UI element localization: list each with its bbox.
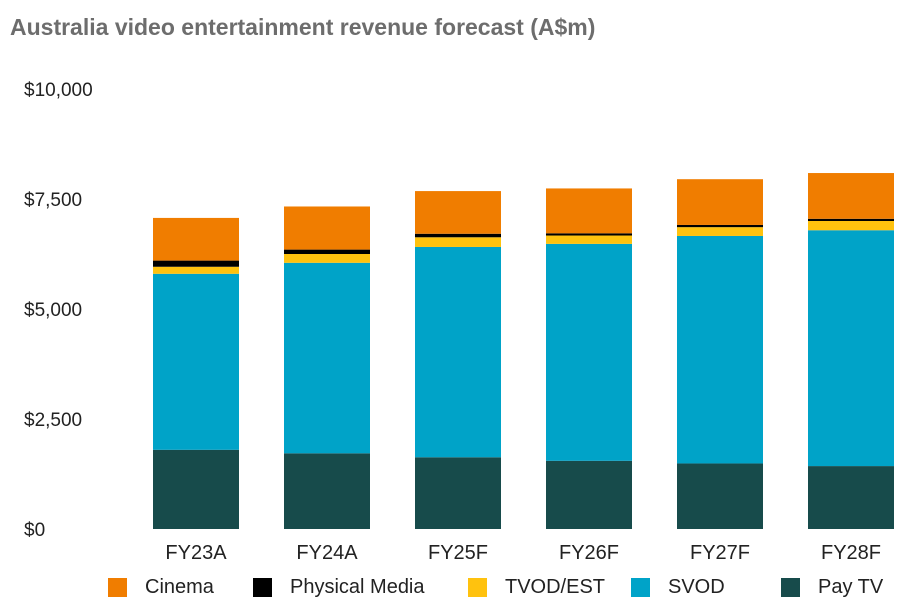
- legend-swatch: [468, 578, 487, 597]
- bar-segment-svod-fy27f: [677, 235, 763, 464]
- bar-segment-physical-media-fy25f: [415, 233, 501, 238]
- legend-item-tvod-est: TVOD/EST: [468, 576, 605, 599]
- legend-swatch: [781, 578, 800, 597]
- bar-segment-tvod-est-fy24a: [284, 254, 370, 263]
- bar-segment-svod-fy25f: [415, 246, 501, 458]
- bar-segment-svod-fy23a: [153, 273, 239, 450]
- bar-segment-tvod-est-fy27f: [677, 227, 763, 236]
- bar-segment-pay-tv-fy24a: [284, 453, 370, 529]
- legend-swatch: [253, 578, 272, 597]
- bar-segment-tvod-est-fy28f: [808, 221, 894, 231]
- bar-segment-pay-tv-fy25f: [415, 457, 501, 529]
- bar-segment-physical-media-fy27f: [677, 224, 763, 228]
- bar-segment-svod-fy26f: [546, 243, 632, 461]
- bar-segment-svod-fy28f: [808, 230, 894, 467]
- y-tick-label: $5,000: [24, 300, 82, 321]
- y-tick-label: $7,500: [24, 190, 82, 211]
- y-tick-label: $2,500: [24, 410, 82, 431]
- x-tick-label: FY27F: [690, 542, 750, 564]
- bar-segment-pay-tv-fy28f: [808, 466, 894, 529]
- y-tick-label: $10,000: [24, 80, 93, 101]
- legend-item-physical-media: Physical Media: [253, 576, 425, 599]
- bar-segment-cinema-fy25f: [415, 191, 501, 234]
- stacked-bar-chart: $0 $2,500 $5,000 $7,500 $10,000 FY23A FY24A FY2…: [24, 80, 894, 564]
- legend-item-pay-tv: Pay TV: [781, 576, 883, 599]
- bar-segment-tvod-est-fy26f: [546, 235, 632, 244]
- bar-segment-svod-fy24a: [284, 262, 370, 454]
- legend-label: Physical Media: [290, 576, 425, 598]
- x-tick-label: FY26F: [559, 542, 619, 564]
- bar-segment-cinema-fy28f: [808, 173, 894, 219]
- x-tick-label: FY24A: [296, 542, 358, 564]
- legend-item-cinema: Cinema: [108, 576, 214, 599]
- bar-segment-cinema-fy26f: [546, 188, 632, 234]
- legend-swatch: [631, 578, 650, 597]
- x-tick-label: FY28F: [821, 542, 881, 564]
- bar-segment-cinema-fy27f: [677, 179, 763, 225]
- chart-legend: Cinema Physical Media TVOD/EST SVOD Pay TV: [0, 576, 913, 608]
- chart-title: Australia video entertainment revenue fo…: [10, 14, 596, 40]
- legend-item-svod: SVOD: [631, 576, 725, 599]
- bar-segment-pay-tv-fy23a: [153, 449, 239, 529]
- bar-segment-cinema-fy24a: [284, 206, 370, 250]
- bar-segment-physical-media-fy23a: [153, 260, 239, 267]
- legend-swatch: [108, 578, 127, 597]
- legend-label: Cinema: [145, 576, 214, 598]
- bar-segment-tvod-est-fy23a: [153, 266, 239, 274]
- bar-segment-pay-tv-fy26f: [546, 460, 632, 529]
- bar-segment-cinema-fy23a: [153, 217, 239, 261]
- y-tick-label: $0: [24, 520, 45, 541]
- x-tick-label: FY25F: [428, 542, 488, 564]
- bar-segment-tvod-est-fy25f: [415, 237, 501, 247]
- bar-segment-physical-media-fy24a: [284, 249, 370, 254]
- legend-label: SVOD: [668, 576, 725, 598]
- bar-segment-pay-tv-fy27f: [677, 463, 763, 529]
- bar-segment-physical-media-fy26f: [546, 233, 632, 236]
- legend-label: Pay TV: [818, 576, 884, 598]
- x-tick-label: FY23A: [165, 542, 227, 564]
- bar-segment-physical-media-fy28f: [808, 218, 894, 221]
- legend-label: TVOD/EST: [505, 576, 606, 598]
